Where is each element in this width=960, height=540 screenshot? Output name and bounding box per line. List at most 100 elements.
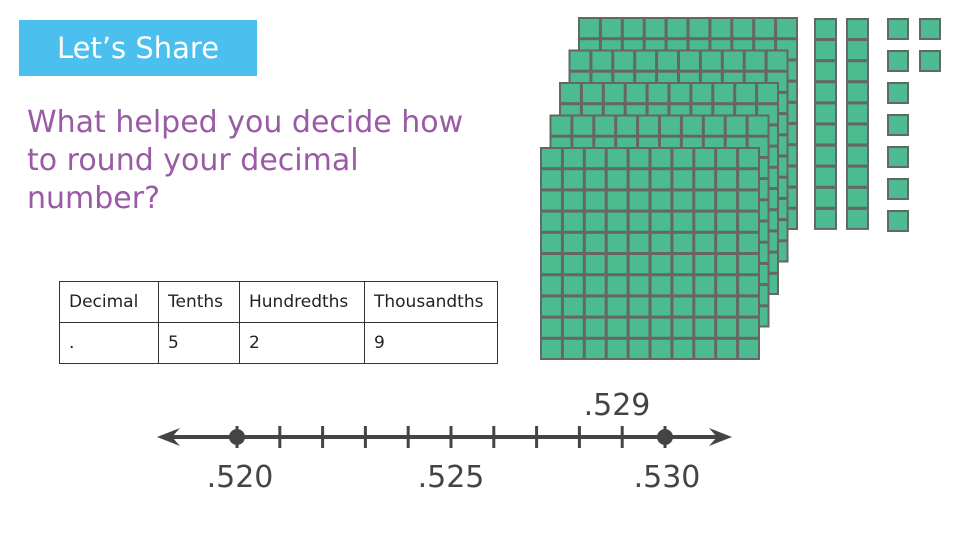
flat-cell bbox=[649, 147, 673, 170]
flat-cell bbox=[540, 168, 563, 191]
flat-cell bbox=[540, 210, 563, 233]
flat-cell bbox=[540, 337, 563, 360]
rod-cell bbox=[814, 102, 837, 125]
flat-cell bbox=[540, 253, 563, 276]
rod-cell bbox=[846, 207, 869, 230]
flat-cell bbox=[540, 147, 563, 170]
rod-cell bbox=[814, 123, 837, 146]
flat-cell bbox=[737, 189, 760, 212]
unit-block bbox=[919, 18, 941, 40]
flat-cell bbox=[687, 17, 711, 40]
flat-cell bbox=[649, 295, 673, 318]
flat-cell bbox=[583, 189, 607, 212]
unit-block bbox=[887, 18, 909, 40]
flat-cell bbox=[693, 337, 717, 360]
flat-cell bbox=[621, 17, 645, 40]
flat-cell bbox=[583, 210, 607, 233]
flat-cell bbox=[540, 189, 563, 212]
rod-block bbox=[846, 18, 869, 230]
unit-block bbox=[919, 50, 941, 72]
flat-cell bbox=[693, 295, 717, 318]
flat-cell bbox=[627, 147, 651, 170]
rod-cell bbox=[846, 81, 869, 104]
label-start: .520 bbox=[207, 460, 274, 495]
rod-cell bbox=[846, 60, 869, 83]
flat-cell bbox=[583, 147, 607, 170]
rod-cell bbox=[846, 39, 869, 62]
flat-cell bbox=[583, 295, 607, 318]
rod-cell bbox=[846, 165, 869, 188]
unit-block bbox=[887, 114, 909, 136]
flat-cell bbox=[627, 295, 651, 318]
unit-block bbox=[887, 146, 909, 168]
flat-cell bbox=[540, 295, 563, 318]
flat-cell bbox=[737, 337, 760, 360]
header-hundredths: Hundredths bbox=[239, 281, 365, 323]
flat-cell bbox=[637, 114, 660, 137]
rod-cell bbox=[846, 144, 869, 167]
flat-cell bbox=[583, 168, 607, 191]
header-decimal: Decimal bbox=[59, 281, 159, 323]
flat-cell bbox=[737, 295, 760, 318]
right-arrow-icon bbox=[709, 428, 732, 446]
flat-cell bbox=[649, 231, 673, 255]
flat-cell bbox=[583, 337, 607, 360]
flat-cell bbox=[649, 337, 673, 360]
rod-cell bbox=[814, 207, 837, 230]
rod-cell bbox=[846, 102, 869, 125]
question-text: What helped you decide how to round your… bbox=[27, 105, 464, 216]
unit-block bbox=[887, 50, 909, 72]
flat-cell bbox=[702, 114, 726, 137]
flat-cell bbox=[731, 17, 755, 40]
rod-cell bbox=[846, 186, 869, 209]
rod-cell bbox=[814, 81, 837, 104]
rod-cell bbox=[814, 39, 837, 62]
flat-cell bbox=[693, 147, 717, 170]
flat-cell bbox=[649, 253, 673, 276]
flat-cell bbox=[659, 114, 682, 137]
flat-cell bbox=[665, 17, 689, 40]
flat-cell bbox=[737, 147, 760, 170]
flat-cell bbox=[693, 189, 717, 212]
flat-cell bbox=[627, 337, 651, 360]
flat-cell bbox=[583, 253, 607, 276]
rod-cell bbox=[814, 60, 837, 83]
rod-cell bbox=[814, 165, 837, 188]
cell-thousandths: 9 bbox=[364, 322, 498, 364]
rod-cell bbox=[846, 123, 869, 146]
flat-cell bbox=[746, 114, 770, 137]
flat-cell bbox=[627, 210, 651, 233]
rod-block bbox=[814, 18, 837, 230]
unit-block bbox=[887, 210, 909, 232]
flat-cell bbox=[693, 253, 717, 276]
unit-block bbox=[887, 82, 909, 104]
flat-cell bbox=[737, 231, 760, 255]
rod-cell bbox=[846, 18, 869, 40]
flat-cell bbox=[583, 231, 607, 255]
rod-cell bbox=[814, 18, 837, 40]
flat-cell bbox=[540, 231, 563, 255]
end-point-dot bbox=[657, 429, 673, 445]
label-end: .530 bbox=[634, 460, 701, 495]
flat-cell bbox=[693, 231, 717, 255]
lets-share-banner: Let’s Share bbox=[19, 20, 257, 76]
left-arrow-icon bbox=[157, 428, 180, 446]
unit-block bbox=[887, 178, 909, 200]
label-mid: .525 bbox=[418, 460, 485, 495]
flat-cell bbox=[649, 189, 673, 212]
flat-cell bbox=[693, 168, 717, 191]
flat-cell bbox=[737, 168, 760, 191]
table-row: . 5 2 9 bbox=[59, 322, 498, 364]
flat-cell bbox=[593, 114, 617, 137]
flat-cell bbox=[737, 253, 760, 276]
flat-cell bbox=[549, 114, 573, 137]
flat-cell bbox=[627, 168, 651, 191]
cell-decimal: . bbox=[59, 322, 159, 364]
rod-cell bbox=[814, 144, 837, 167]
flat-cell bbox=[693, 210, 717, 233]
header-thousandths: Thousandths bbox=[364, 281, 498, 323]
rod-cell bbox=[814, 186, 837, 209]
place-value-table: Decimal Tenths Hundredths Thousandths . … bbox=[59, 281, 498, 364]
